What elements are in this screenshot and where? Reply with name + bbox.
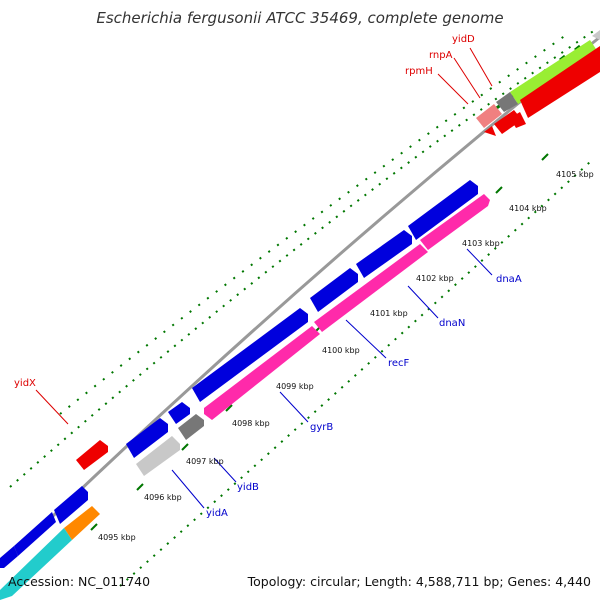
gene-reverse-block [314, 244, 428, 332]
gene-green-block [510, 40, 598, 104]
middle-tick-row [59, 34, 567, 415]
gene-lightgray-block [136, 436, 180, 476]
gene-label-yidA: yidA [206, 508, 228, 519]
gene-red-tiny-block [510, 112, 526, 128]
gene-yidA-block [126, 418, 168, 458]
kbp-label: 4096 kbp [144, 493, 182, 502]
gene-label-dnaA: dnaA [496, 274, 522, 285]
accession-text: Accession: NC_011740 [8, 574, 151, 589]
inner-tick-ring [90, 153, 591, 587]
gene-label-yidX: yidX [14, 378, 36, 389]
gene-label-yidB: yidB [237, 482, 259, 493]
gene-red-arrow-block [484, 126, 496, 136]
kbp-label: 4104 kbp [509, 204, 547, 213]
gene-gray-edge-block [592, 30, 600, 40]
topology-summary: Topology: circular; Length: 4,588,711 bp… [247, 574, 591, 589]
gene-gray-block [178, 414, 204, 440]
gene-gyrB-block [192, 308, 308, 402]
kbp-labels: 4095 kbp 4096 kbp 4097 kbp 4098 kbp 4099… [98, 170, 594, 542]
top-right-gene-cluster [476, 30, 600, 136]
genome-backbone [0, 35, 600, 569]
gene-cyan-block [0, 528, 72, 600]
gene-label-rnpA: rnpA [429, 50, 453, 61]
page-title: Escherichia fergusonii ATCC 35469, compl… [96, 9, 504, 27]
reverse-gene-track [0, 194, 490, 600]
kbp-label: 4098 kbp [232, 419, 270, 428]
kbp-label: 4095 kbp [98, 533, 136, 542]
kbp-label: 4099 kbp [276, 382, 314, 391]
kbp-label: 4097 kbp [186, 457, 224, 466]
gene-dnaN-block [356, 230, 412, 278]
gene-yidB-block [168, 402, 190, 424]
kbp-label: 4100 kbp [322, 346, 360, 355]
kbp-label: 4101 kbp [370, 309, 408, 318]
kbp-label: 4102 kbp [416, 274, 454, 283]
gene-forward-block [0, 546, 18, 568]
kbp-label: 4103 kbp [462, 239, 500, 248]
gene-recF-block [310, 268, 358, 312]
forward-gene-track [0, 180, 478, 568]
gene-orange-block [64, 506, 100, 540]
gene-rpmH-block [476, 104, 502, 128]
kbp-label: 4105 kbp [556, 170, 594, 179]
gene-reverse-block [420, 194, 490, 250]
gene-red-block [520, 46, 600, 118]
gene-yidX-block [76, 440, 108, 470]
gene-label-yidD: yidD [452, 34, 475, 45]
gene-dnaA-block [408, 180, 478, 240]
gene-labels: dnaA dnaN recF gyrB yidB yidA yidD rnpA … [14, 34, 522, 519]
label-leaders [35, 47, 493, 509]
gene-label-dnaN: dnaN [439, 318, 465, 329]
gene-label-gyrB: gyrB [310, 422, 333, 433]
gene-gray-block [496, 92, 518, 112]
gene-reverse-block [204, 326, 320, 420]
gene-label-rpmH: rpmH [405, 66, 433, 77]
gene-forward-block [54, 486, 88, 524]
gene-forward-block [14, 512, 56, 556]
gene-label-recF: recF [388, 358, 410, 369]
